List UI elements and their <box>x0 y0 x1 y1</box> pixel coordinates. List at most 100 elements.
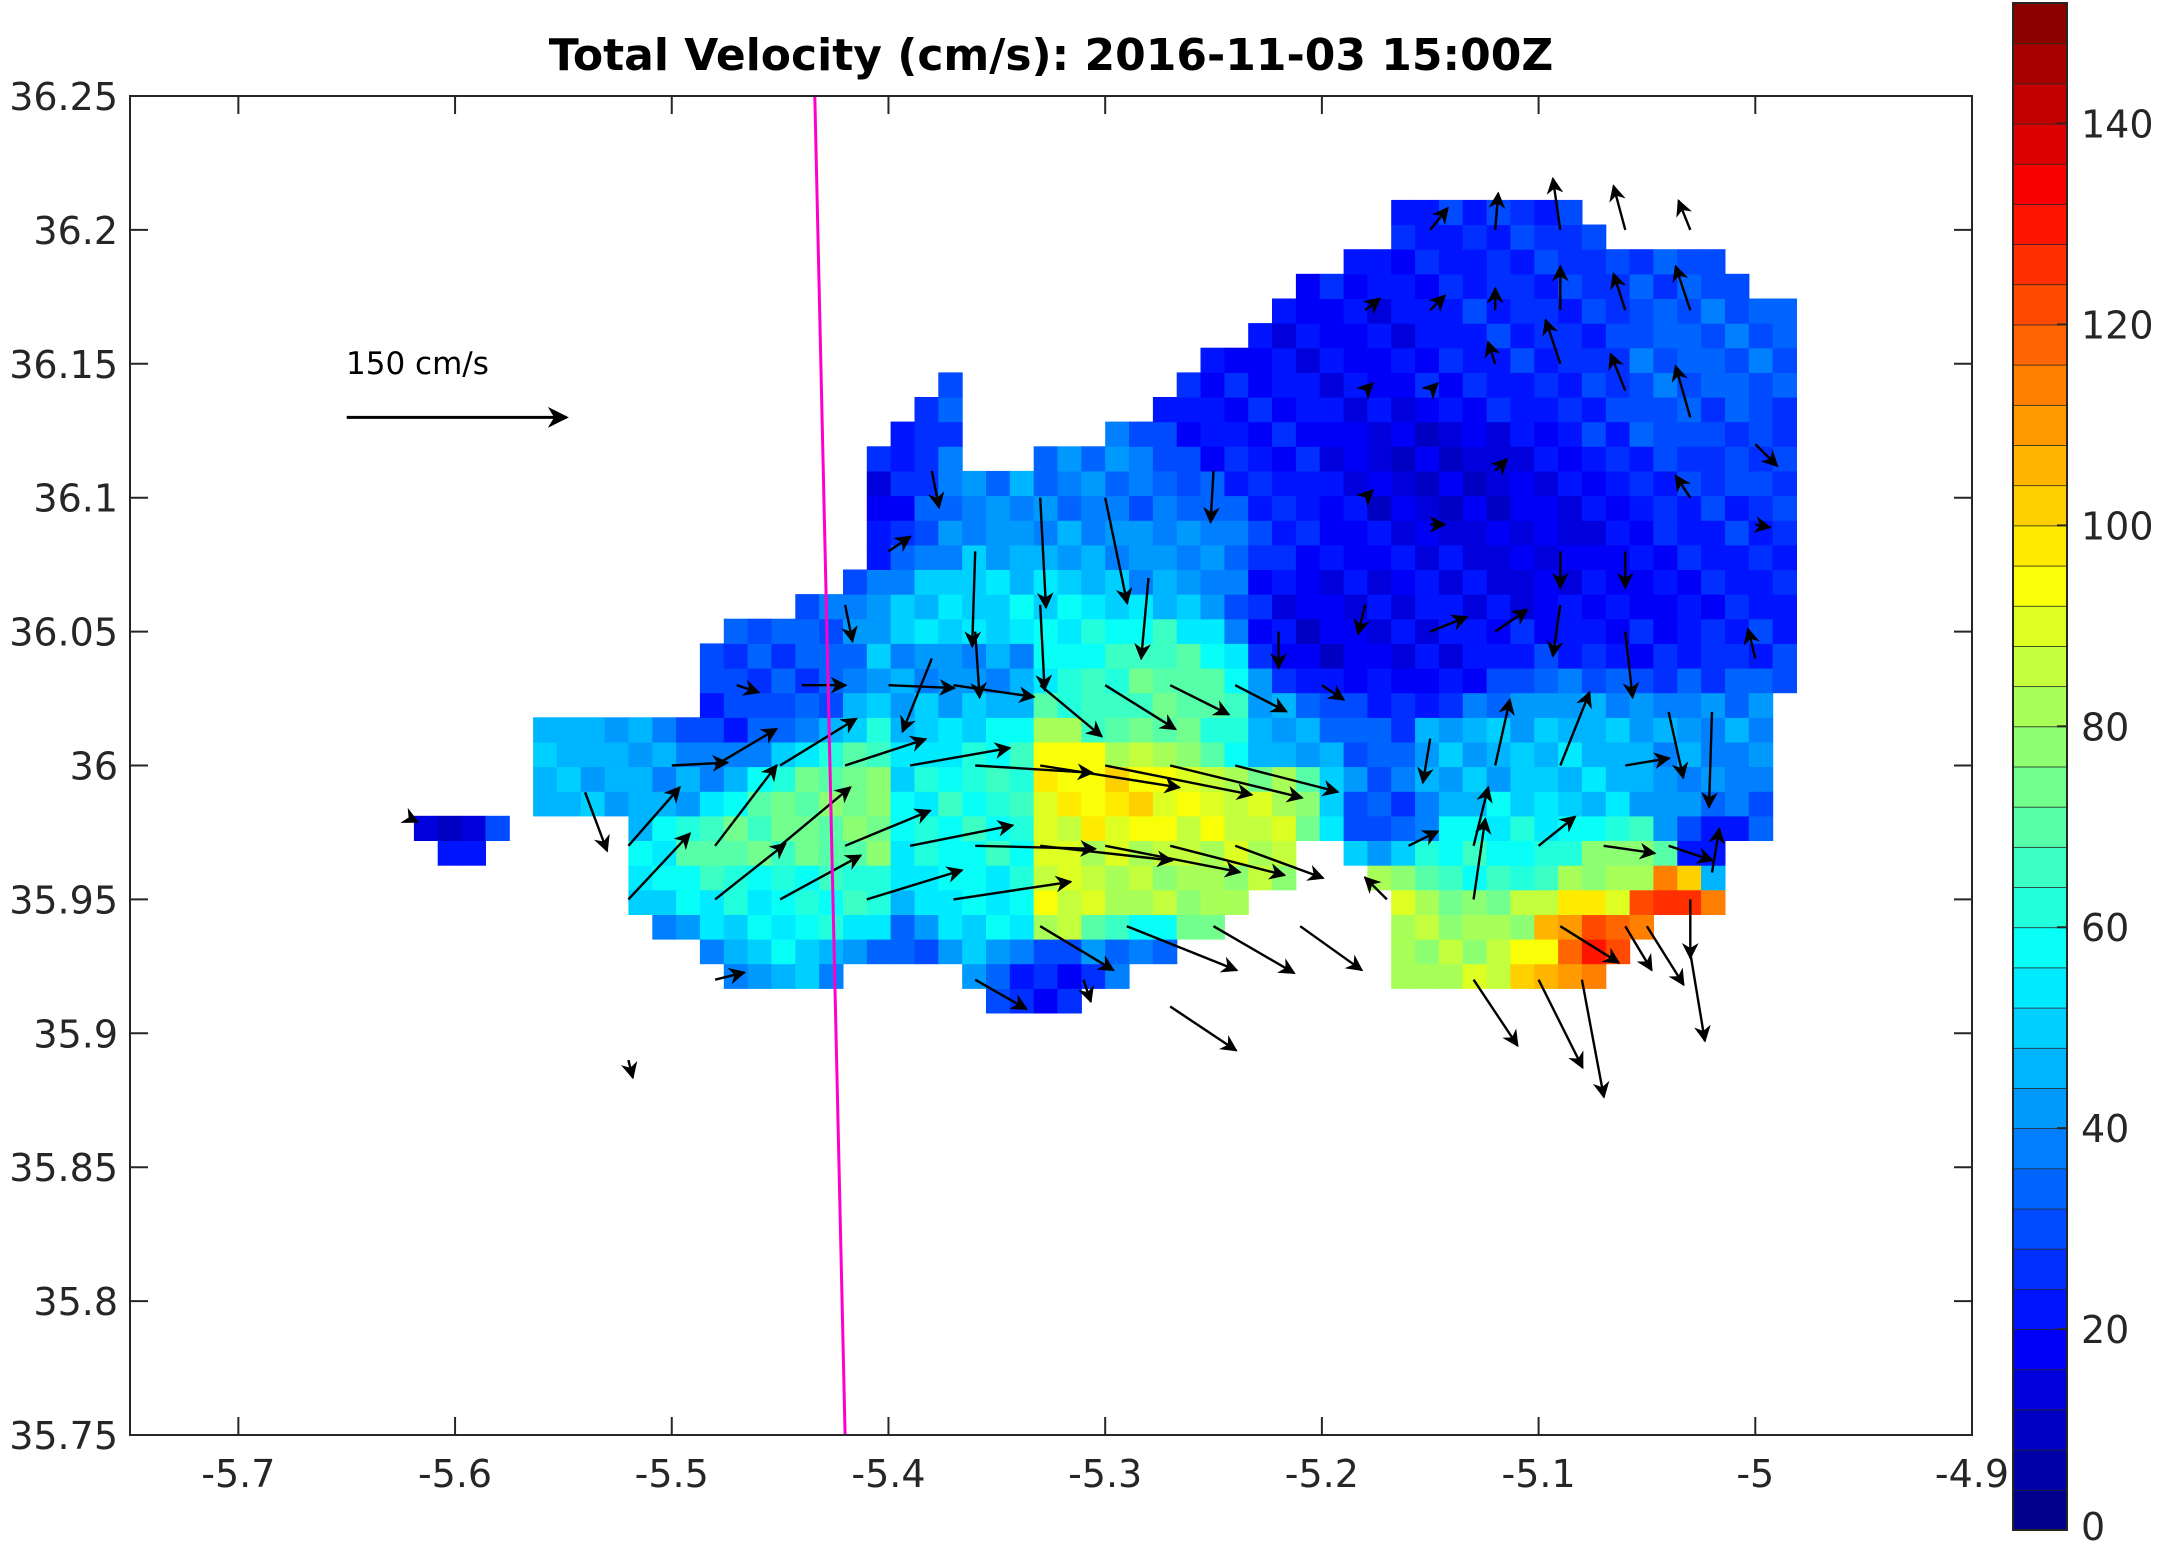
velocity-cell <box>1725 791 1750 817</box>
velocity-cell <box>1558 372 1583 398</box>
velocity-cell <box>890 815 915 841</box>
velocity-cell <box>1629 914 1654 940</box>
velocity-vector <box>1559 925 1621 964</box>
velocity-cell <box>1391 347 1416 373</box>
velocity-cell <box>1200 741 1225 768</box>
velocity-cell <box>1343 840 1368 866</box>
velocity-cell <box>1748 323 1774 349</box>
velocity-cell <box>461 840 486 866</box>
velocity-vector <box>400 807 420 824</box>
velocity-cell <box>1653 569 1678 595</box>
velocity-cell <box>676 815 701 841</box>
velocity-cell <box>914 594 939 620</box>
velocity-cell <box>628 717 653 743</box>
velocity-cell <box>1462 741 1488 768</box>
velocity-cell <box>1534 668 1559 694</box>
velocity-cell <box>986 594 1011 620</box>
velocity-cell <box>1462 766 1488 792</box>
velocity-cell <box>1319 544 1345 570</box>
velocity-cell <box>1725 495 1750 521</box>
velocity-cell <box>1462 717 1488 743</box>
velocity-cell <box>1605 889 1631 915</box>
velocity-cell <box>1343 643 1368 669</box>
velocity-cell <box>890 421 915 447</box>
velocity-cell <box>1343 741 1368 768</box>
velocity-cell <box>938 470 963 497</box>
velocity-cell <box>962 889 987 915</box>
velocity-cell <box>1629 372 1654 398</box>
velocity-cell <box>1725 544 1750 570</box>
velocity-cell <box>1677 569 1702 595</box>
velocity-cell <box>1295 470 1321 497</box>
velocity-cell <box>1677 298 1702 324</box>
velocity-cell <box>1081 791 1106 817</box>
velocity-cell <box>1558 865 1583 891</box>
colorbar-swatch <box>2012 444 2068 487</box>
velocity-cell <box>1486 199 1511 226</box>
velocity-vector <box>1580 979 1610 1099</box>
velocity-cell <box>1510 470 1535 497</box>
velocity-cell <box>1176 717 1202 743</box>
velocity-cell <box>1558 840 1583 866</box>
velocity-cell <box>1367 668 1392 694</box>
velocity-cell <box>1057 643 1082 669</box>
velocity-cell <box>795 889 820 915</box>
velocity-cell <box>1057 668 1082 694</box>
velocity-vector <box>1488 191 1506 230</box>
velocity-cell <box>1581 668 1607 694</box>
velocity-cell <box>1033 520 1059 546</box>
velocity-cell <box>1510 347 1535 373</box>
velocity-cell <box>1438 717 1464 743</box>
velocity-cell <box>1319 298 1345 324</box>
velocity-cell <box>1558 347 1583 373</box>
velocity-cell <box>1295 544 1321 570</box>
velocity-cell <box>1319 815 1345 841</box>
velocity-cell <box>1438 741 1464 768</box>
colorbar-swatch <box>2012 203 2068 245</box>
velocity-cell <box>1534 865 1559 891</box>
velocity-cell <box>914 692 939 718</box>
y-tick-label: 36.25 <box>9 75 118 119</box>
velocity-cell <box>962 766 987 792</box>
velocity-cell <box>1510 323 1535 349</box>
velocity-cell <box>890 668 915 694</box>
velocity-cell <box>1415 249 1440 275</box>
velocity-cell <box>1391 273 1416 299</box>
velocity-vector <box>1355 382 1374 400</box>
velocity-cell <box>699 766 725 792</box>
velocity-cell <box>723 766 749 792</box>
velocity-cell <box>747 791 772 817</box>
velocity-vector <box>1417 738 1434 785</box>
velocity-cell <box>1224 717 1249 743</box>
velocity-cell <box>1558 495 1583 521</box>
velocity-vector <box>779 717 858 767</box>
velocity-cell <box>1534 372 1559 398</box>
velocity-cell <box>1558 224 1583 250</box>
velocity-cell <box>1272 618 1297 644</box>
velocity-cell <box>1105 446 1130 472</box>
velocity-cell <box>1653 544 1678 570</box>
velocity-cell <box>1462 692 1488 718</box>
velocity-cell <box>1129 421 1154 447</box>
velocity-cell <box>1033 939 1059 965</box>
velocity-cell <box>1772 372 1797 398</box>
velocity-cell <box>1605 397 1631 423</box>
velocity-cell <box>1677 668 1702 694</box>
velocity-cell <box>1248 347 1273 373</box>
velocity-cell <box>1033 717 1059 743</box>
velocity-cell <box>1391 495 1416 521</box>
velocity-cell <box>1272 865 1297 891</box>
velocity-cell <box>890 889 915 915</box>
velocity-cell <box>1033 988 1059 1014</box>
velocity-cell <box>1033 815 1059 841</box>
velocity-cell <box>1105 865 1130 891</box>
velocity-cell <box>1510 840 1535 866</box>
velocity-cell <box>1200 668 1225 694</box>
colorbar-swatch <box>2012 1208 2068 1250</box>
velocity-cell <box>1415 668 1440 694</box>
velocity-cell <box>628 766 653 792</box>
velocity-cell <box>1415 273 1440 299</box>
velocity-cell <box>1438 446 1464 472</box>
velocity-cell <box>747 840 772 866</box>
velocity-cell <box>1081 692 1106 718</box>
